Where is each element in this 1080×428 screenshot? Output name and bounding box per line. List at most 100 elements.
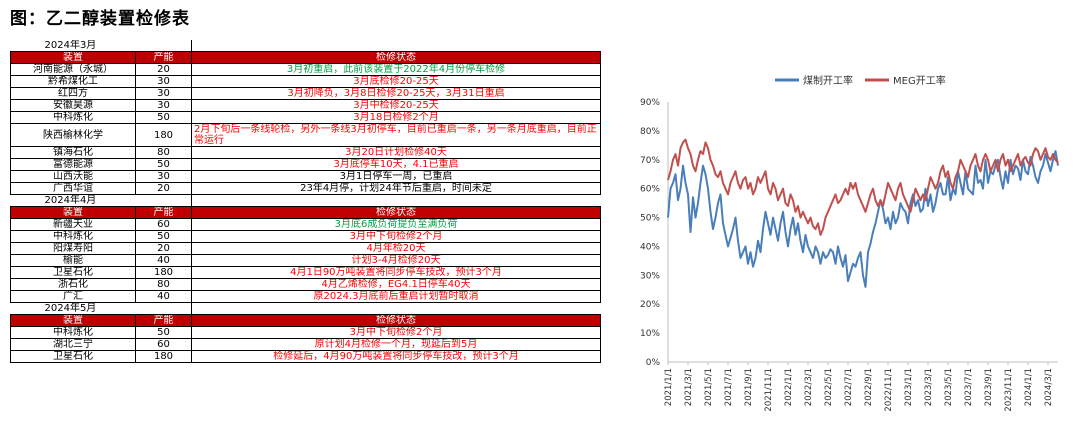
operating-rate-chart: 煤制开工率 MEG开工率 0% 10% 20% 30% 40% 50% 60% 70% 80% 90… xyxy=(640,74,1059,412)
device-name: 山西沃能 xyxy=(10,170,136,183)
month-row: 2024年4月 xyxy=(11,194,601,207)
header-status: 检修状态 xyxy=(191,314,601,327)
status-text: 3月初降负，3月8日检修20-25天，3月31日重启 xyxy=(191,87,601,100)
device-name: 黔希煤化工 xyxy=(10,75,136,88)
header-device: 装置 xyxy=(10,51,136,64)
status-text: 4月年检20天 xyxy=(191,242,601,255)
chart-legend: 煤制开工率 MEG开工率 xyxy=(775,74,946,87)
table-row: 浙石化 80 4月乙烯检修，EG4.1日停车40天 xyxy=(10,278,601,291)
y-tick-label: 80% xyxy=(640,127,660,137)
month-spacer xyxy=(136,303,192,315)
x-tick-label: 2024/1/1 xyxy=(1024,368,1034,406)
header-device: 装置 xyxy=(10,206,136,219)
x-tick-label: 2023/11/1 xyxy=(1004,368,1014,412)
legend-label: 煤制开工率 xyxy=(803,74,853,87)
status-text: 计划3-4月检修20天 xyxy=(191,254,601,267)
x-tick-label: 2023/9/1 xyxy=(984,368,994,406)
table-row: 中科炼化 50 3月18日检修2个月 xyxy=(10,111,601,124)
x-tick-label: 2021/1/1 xyxy=(664,368,674,406)
x-tick-label: 2021/11/1 xyxy=(764,368,774,412)
device-name: 中科炼化 xyxy=(10,326,136,339)
device-name: 红四方 xyxy=(10,87,136,100)
capacity-value: 50 xyxy=(135,230,192,243)
status-text: 2月下旬后一条线轮检，另外一条线3月初停车，目前已重启一条，另一条月底重启，目前… xyxy=(191,123,601,147)
table-row: 山西沃能 30 3月1日停车一周，已重启 xyxy=(10,170,601,183)
capacity-value: 60 xyxy=(135,218,192,231)
month-label: 2024年5月 xyxy=(44,303,97,314)
table-row: 湖北三宁 60 原计划4月检修一个月，现延后到5月 xyxy=(10,338,601,351)
month-spacer xyxy=(191,40,601,52)
header-capacity: 产能 xyxy=(135,314,192,327)
x-tick-label: 2023/5/1 xyxy=(944,368,954,406)
month-row: 2024年5月 xyxy=(11,302,601,315)
capacity-value: 30 xyxy=(135,170,192,183)
table-row: 红四方 30 3月初降负，3月8日检修20-25天，3月31日重启 xyxy=(10,87,601,100)
capacity-value: 40 xyxy=(135,290,192,303)
month-spacer xyxy=(191,302,601,315)
status-text: 4月1日90万吨装置将同步停车技改，预计3个月 xyxy=(191,266,601,279)
device-name: 陕西榆林化学 xyxy=(10,123,136,147)
table-row: 陕西榆林化学 180 2月下旬后一条线轮检，另外一条线3月初停车，目前已重启一条，另… xyxy=(10,123,601,147)
device-name: 阳煤寿阳 xyxy=(10,242,136,255)
device-name: 榆能 xyxy=(10,254,136,267)
capacity-value: 30 xyxy=(135,75,192,88)
table-row: 黔希煤化工 30 3月底检修20-25天 xyxy=(10,75,601,88)
y-tick-label: 30% xyxy=(640,271,660,281)
device-name: 广汇 xyxy=(10,290,136,303)
status-text: 23年4月停，计划24年节后重启，时间未定 xyxy=(191,182,601,195)
y-tick-label: 20% xyxy=(640,300,660,310)
x-tick-label: 2022/1/1 xyxy=(784,368,794,406)
status-text: 4月乙烯检修，EG4.1日停车40天 xyxy=(191,278,601,291)
status-text: 3月中下旬检修2个月 xyxy=(191,326,601,339)
capacity-value: 20 xyxy=(135,182,192,195)
plot-area xyxy=(667,138,1059,288)
y-tick-label: 70% xyxy=(640,156,660,166)
y-tick-label: 50% xyxy=(640,214,660,224)
month-row: 2024年3月 xyxy=(11,40,601,52)
table-row: 新疆天业 60 3月底6成负荷提负至满负荷 xyxy=(10,218,601,231)
x-tick-label: 2023/3/1 xyxy=(924,368,934,406)
table-header-row: 装置 产能 检修状态 xyxy=(10,51,601,64)
x-axis: 2021/1/1 2021/3/1 2021/5/1 2021/7/1 2021/9/1… xyxy=(664,362,1054,412)
legend-label: MEG开工率 xyxy=(893,74,946,87)
x-tick-label: 2023/1/1 xyxy=(904,368,914,406)
device-name: 中科炼化 xyxy=(10,111,136,124)
x-tick-label: 2023/7/1 xyxy=(964,368,974,406)
table-row: 中科炼化 50 3月中下旬检修2个月 xyxy=(10,230,601,243)
table-header-row: 装置 产能 检修状态 xyxy=(10,314,601,327)
month-spacer xyxy=(191,194,601,207)
x-tick-label: 2021/9/1 xyxy=(744,368,754,406)
status-text: 3月底检修20-25天 xyxy=(191,75,601,88)
x-tick-label: 2022/9/1 xyxy=(864,368,874,406)
device-name: 河南能源（永城） xyxy=(10,63,136,76)
capacity-value: 180 xyxy=(135,123,192,147)
table-row: 阳煤寿阳 20 4月年检20天 xyxy=(10,242,601,255)
month-label: 2024年3月 xyxy=(44,40,97,51)
y-tick-label: 40% xyxy=(640,242,660,252)
capacity-value: 80 xyxy=(135,278,192,291)
table-row: 河南能源（永城） 20 3月初重启，此前该装置于2022年4月份停车检修 xyxy=(10,63,601,76)
capacity-value: 40 xyxy=(135,254,192,267)
status-text: 3月1日停车一周，已重启 xyxy=(191,170,601,183)
x-tick-label: 2022/5/1 xyxy=(824,368,834,406)
series-line xyxy=(667,138,1059,236)
capacity-value: 50 xyxy=(135,111,192,124)
device-name: 新疆天业 xyxy=(10,218,136,231)
header-capacity: 产能 xyxy=(135,51,192,64)
device-name: 卫星石化 xyxy=(10,266,136,279)
capacity-value: 180 xyxy=(135,350,192,363)
x-tick-label: 2022/7/1 xyxy=(844,368,854,406)
table-row: 榆能 40 计划3-4月检修20天 xyxy=(10,254,601,267)
device-name: 镇海石化 xyxy=(10,146,136,159)
table-row: 安徽昊源 30 3月中检修20-25天 xyxy=(10,99,601,112)
month-spacer xyxy=(136,195,192,207)
capacity-value: 80 xyxy=(135,146,192,159)
table-row: 广西华谊 20 23年4月停，计划24年节后重启，时间未定 xyxy=(10,182,601,195)
y-axis: 0% 10% 20% 30% 40% 50% 60% 70% 80% 90% xyxy=(640,98,1058,368)
x-tick-label: 2024/3/1 xyxy=(1044,368,1054,406)
y-tick-label: 90% xyxy=(640,98,660,108)
table-row: 广汇 40 原2024.3月底前后重启计划暂时取消 xyxy=(10,290,601,303)
series-line xyxy=(667,150,1059,288)
capacity-value: 60 xyxy=(135,338,192,351)
header-capacity: 产能 xyxy=(135,206,192,219)
